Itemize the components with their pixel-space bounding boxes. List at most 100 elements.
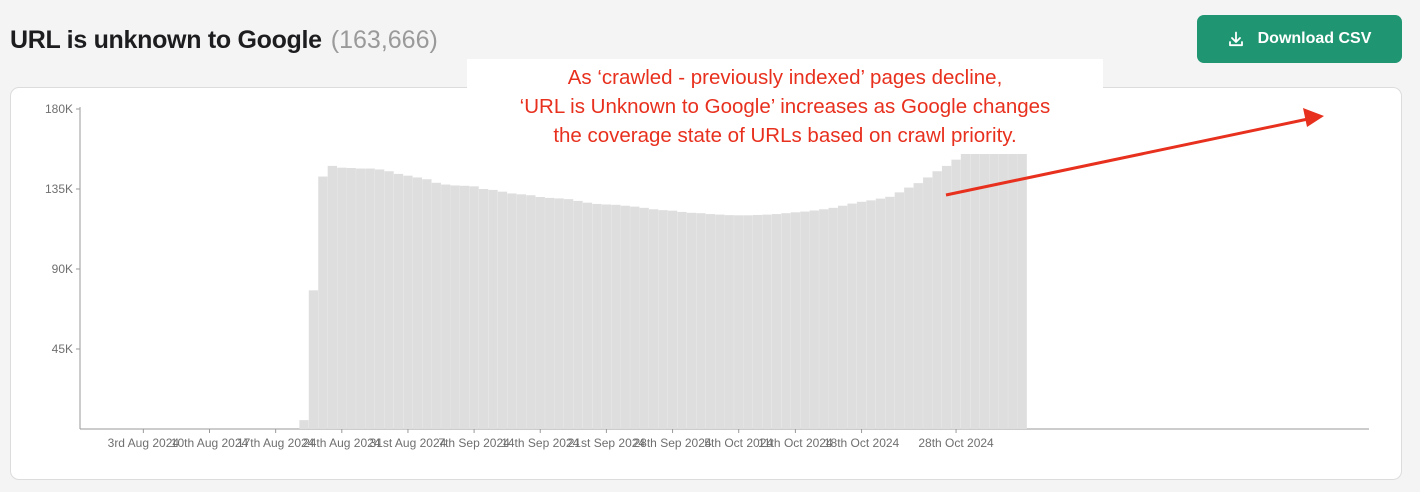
annotation-text: As ‘crawled - previously indexed’ pages … xyxy=(467,63,1103,150)
bar[interactable] xyxy=(998,143,1008,429)
bar[interactable] xyxy=(318,176,328,429)
bar[interactable] xyxy=(412,177,423,429)
bar[interactable] xyxy=(611,204,621,429)
bar[interactable] xyxy=(819,209,829,429)
bar[interactable] xyxy=(979,146,990,430)
bar[interactable] xyxy=(299,420,309,429)
bar[interactable] xyxy=(800,211,810,429)
bar[interactable] xyxy=(649,209,659,429)
bar[interactable] xyxy=(885,196,895,429)
bar[interactable] xyxy=(923,177,933,429)
bar[interactable] xyxy=(337,167,347,429)
x-tick-label: 11th Oct 2024 xyxy=(758,436,833,450)
bar[interactable] xyxy=(970,149,980,429)
bar[interactable] xyxy=(545,197,555,429)
x-tick-label: 21st Sep 2024 xyxy=(568,436,646,450)
y-tick-label: 180K xyxy=(45,102,73,116)
bar[interactable] xyxy=(951,159,961,429)
bar[interactable] xyxy=(620,205,630,429)
bar[interactable] xyxy=(960,153,971,429)
bar[interactable] xyxy=(866,200,876,429)
bar[interactable] xyxy=(677,211,687,429)
x-tick-label: 24th Aug 2024 xyxy=(303,436,381,450)
bar[interactable] xyxy=(686,212,697,429)
bar[interactable] xyxy=(554,198,564,429)
bar[interactable] xyxy=(781,213,791,429)
bar[interactable] xyxy=(1008,141,1018,429)
bar[interactable] xyxy=(469,186,479,429)
bar[interactable] xyxy=(724,215,734,429)
bar[interactable] xyxy=(431,182,441,429)
bar[interactable] xyxy=(828,207,838,429)
annotation-line: As ‘crawled - previously indexed’ pages … xyxy=(567,66,1003,89)
bar[interactable] xyxy=(705,214,715,429)
bar[interactable] xyxy=(582,202,593,429)
bar[interactable] xyxy=(346,168,356,429)
download-csv-label: Download CSV xyxy=(1257,30,1372,47)
bar[interactable] xyxy=(450,185,460,429)
y-tick-label: 45K xyxy=(52,342,73,356)
bar[interactable] xyxy=(393,173,404,429)
bar[interactable] xyxy=(743,215,753,429)
bar[interactable] xyxy=(790,212,801,429)
bar[interactable] xyxy=(374,169,385,429)
bar[interactable] xyxy=(913,183,923,429)
bar[interactable] xyxy=(384,171,394,429)
bar[interactable] xyxy=(667,210,678,429)
x-tick-label: 18th Oct 2024 xyxy=(824,436,900,450)
bar[interactable] xyxy=(630,206,640,429)
total-count: (163,666) xyxy=(330,25,438,54)
bar[interactable] xyxy=(563,199,574,429)
bar[interactable] xyxy=(460,185,470,429)
bar[interactable] xyxy=(308,290,319,429)
bar[interactable] xyxy=(507,193,517,429)
bar[interactable] xyxy=(894,192,904,429)
bar[interactable] xyxy=(932,171,942,429)
y-tick-label: 90K xyxy=(52,262,73,276)
bar[interactable] xyxy=(838,205,848,429)
x-tick-label: 17th Aug 2024 xyxy=(237,436,315,450)
bar[interactable] xyxy=(516,194,526,429)
bar[interactable] xyxy=(762,214,772,429)
bar[interactable] xyxy=(771,214,782,429)
bar[interactable] xyxy=(488,189,498,429)
bar[interactable] xyxy=(535,197,545,429)
download-csv-button[interactable]: Download CSV xyxy=(1197,15,1402,63)
bar[interactable] xyxy=(658,210,668,429)
bar[interactable] xyxy=(639,207,649,429)
bar[interactable] xyxy=(601,204,612,429)
bar[interactable] xyxy=(989,144,999,429)
x-tick-label: 7th Sep 2024 xyxy=(438,436,510,450)
bar[interactable] xyxy=(696,213,706,429)
page-header: URL is unknown to Google (163,666) xyxy=(10,20,438,60)
bar[interactable] xyxy=(526,195,536,429)
bar[interactable] xyxy=(752,214,763,429)
bar[interactable] xyxy=(441,184,451,429)
bar[interactable] xyxy=(875,198,886,429)
bar[interactable] xyxy=(941,165,952,429)
y-tick-label: 135K xyxy=(45,182,73,196)
bar[interactable] xyxy=(403,175,413,429)
bar[interactable] xyxy=(809,210,819,429)
bar[interactable] xyxy=(715,214,725,429)
annotation-callout: As ‘crawled - previously indexed’ pages … xyxy=(467,59,1103,154)
bar[interactable] xyxy=(592,203,602,429)
x-tick-label: 10th Aug 2024 xyxy=(171,436,249,450)
x-tick-label: 5th Oct 2024 xyxy=(704,436,773,450)
bar[interactable] xyxy=(904,187,914,429)
bar[interactable] xyxy=(847,203,857,429)
bar[interactable] xyxy=(573,200,583,429)
bar[interactable] xyxy=(734,215,744,429)
bar[interactable] xyxy=(356,168,366,430)
bar[interactable] xyxy=(327,165,337,429)
x-tick-label: 31st Aug 2024 xyxy=(370,436,447,450)
bar[interactable] xyxy=(1017,138,1027,430)
bar[interactable] xyxy=(856,201,867,429)
bar[interactable] xyxy=(422,179,432,429)
x-tick-label: 14th Sep 2024 xyxy=(501,436,579,450)
bar[interactable] xyxy=(365,168,375,430)
bar[interactable] xyxy=(478,189,489,429)
bar[interactable] xyxy=(497,191,508,429)
x-tick-label: 3rd Aug 2024 xyxy=(108,436,180,450)
